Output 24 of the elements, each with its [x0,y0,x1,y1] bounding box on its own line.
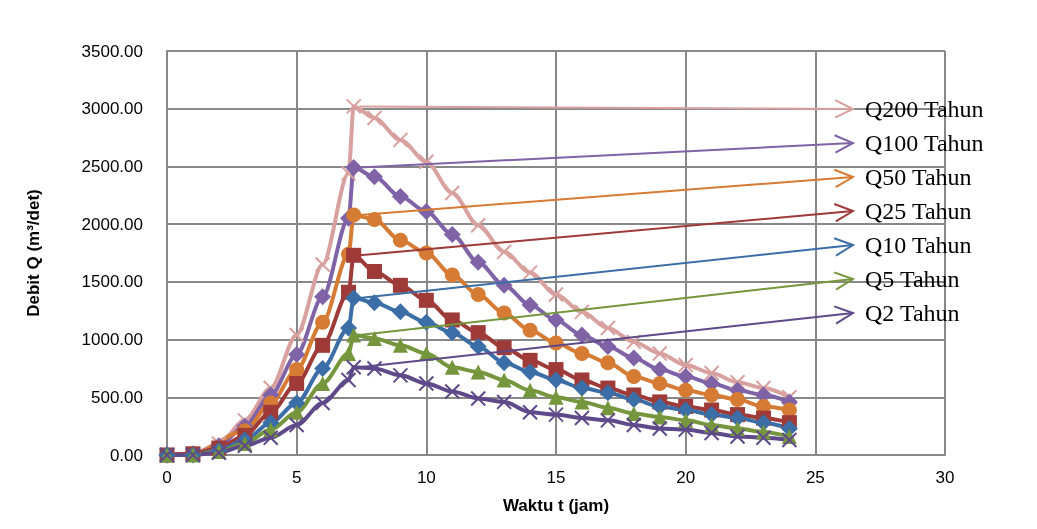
y-tick-label: 2000.00 [81,214,143,234]
x-tick-label: 30 [935,468,955,487]
y-axis-title: Debit Q (m³/det) [24,189,43,317]
legend-label: Q10 Tahun [865,232,972,258]
legend-label: Q50 Tahun [865,164,972,190]
y-tick-label: 500.00 [91,387,143,407]
legend-label: Q2 Tahun [865,300,960,326]
x-tick-label: 15 [546,468,566,487]
legend-label: Q5 Tahun [865,266,960,292]
y-tick-label: 3500.00 [81,41,143,61]
legend-label: Q25 Tahun [865,198,972,224]
y-tick-label: 0.00 [109,445,143,465]
y-tick-label: 3000.00 [81,99,143,119]
y-tick-label: 1500.00 [81,272,143,292]
x-tick-label: 10 [416,468,436,487]
y-tick-label: 2500.00 [81,156,143,176]
x-tick-label: 20 [676,468,696,487]
y-tick-label: 1000.00 [81,330,143,350]
x-axis-title: Waktu t (jam) [502,496,610,515]
x-tick-label: 25 [805,468,825,487]
legend-label: Q200 Tahun [865,96,984,122]
x-tick-label: 0 [162,468,172,487]
legend-label: Q100 Tahun [865,130,984,156]
x-tick-label: 5 [291,468,302,487]
